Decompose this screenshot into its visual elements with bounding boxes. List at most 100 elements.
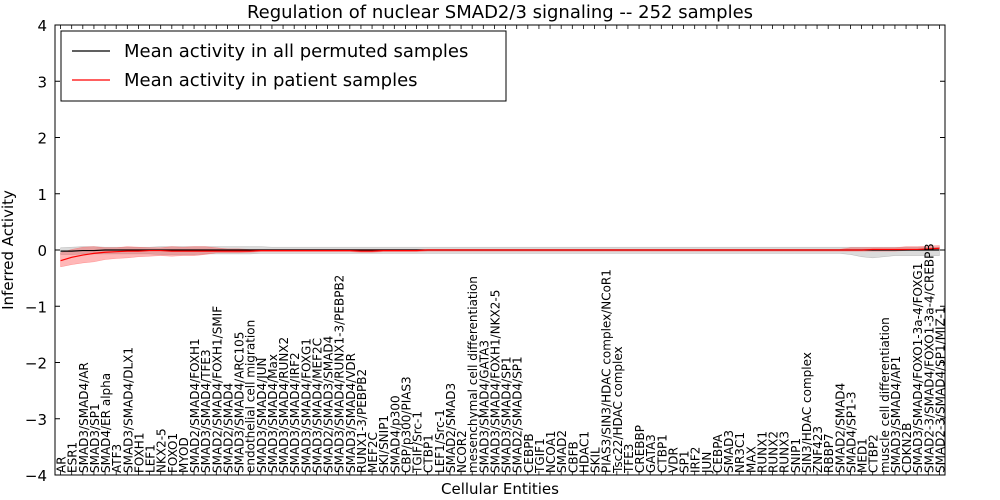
x-tick-label: SMAD3/SMAD4/JUN	[255, 357, 269, 473]
x-tick-label: SMAD2/SMAD4/SP1	[511, 356, 525, 473]
x-tick-label: TGIF1	[533, 438, 547, 474]
x-tick-label: SMAD3/SMAD4/RUNX2	[277, 337, 291, 473]
x-tick-label: VDR	[666, 447, 680, 473]
x-tick-label: Tsc22/HDAC complex	[611, 346, 625, 474]
legend-box	[60, 30, 507, 102]
x-tick-label: RUNX2	[767, 431, 781, 473]
x-tick-label: endothelial cell migration	[244, 320, 258, 473]
x-tick-label: SMAD3/SMAD4/DLX1	[121, 347, 135, 473]
x-tick-label: SMAD2/SMAD4	[221, 383, 235, 473]
x-tick-label: SMAD4/ER alpha	[99, 373, 113, 473]
x-tick-label: MYOD	[177, 437, 191, 473]
x-tick-label: SMAD3	[722, 430, 736, 473]
x-tick-label: RBBP7	[822, 433, 836, 473]
x-tick-label: NCOA1	[544, 431, 558, 473]
x-tick-label: CTBP1	[422, 434, 436, 473]
x-tick-label: SMAD4/p300	[388, 395, 402, 473]
y-ticks: −4 −3 −2 −1 0 1 2 3 4	[25, 17, 945, 485]
x-tick-label: SMAD3/SMAD4/ARC105	[233, 332, 247, 473]
x-tick-label: SMAD3/SMAD4/SP1	[500, 356, 514, 473]
x-tick-label: RUNX3	[778, 431, 792, 473]
x-tick-label: TGIF/Src-1	[411, 411, 425, 474]
x-tick-label: SMAD2/SMAD3	[444, 383, 458, 473]
x-tick-label: SMAD2-3/SMAD4/SP1/MIZ-1	[933, 306, 947, 473]
series-line-patient	[60, 247, 940, 262]
confidence-bands	[60, 245, 940, 268]
y-tick-label: −2	[25, 355, 47, 373]
x-tick-label: SP1	[678, 450, 692, 473]
x-tick-label: FOXH1	[132, 433, 146, 473]
x-tick-label: CDKN2B	[900, 423, 914, 473]
y-tick-label: −1	[25, 298, 47, 316]
x-tick-label: NCOR2	[455, 430, 469, 473]
plot-frame	[54, 24, 946, 476]
x-tick-label: SMAD3/SMAD4/IRF2	[288, 352, 302, 473]
x-tick-label: SMAD3/SP1	[88, 403, 102, 473]
y-axis-label: Inferred Activity	[0, 190, 17, 310]
x-tick-label: CTBP1	[655, 434, 669, 473]
legend-label-permuted: Mean activity in all permuted samples	[124, 41, 468, 62]
x-tick-label: MED1	[856, 438, 870, 473]
x-tick-label: SMAD3/SMAD4/AP1	[889, 356, 903, 473]
y-tick-label: 3	[37, 73, 47, 91]
x-tick-label: LEF1	[144, 444, 158, 473]
x-tick-label: JUN	[700, 452, 714, 474]
x-tick-label: ESR1	[66, 442, 80, 473]
x-tick-label: PIAS3/SIN3/HDAC complex/NCoR1	[600, 269, 614, 473]
x-tick-label: HDAC1	[577, 431, 591, 473]
x-tick-label: MAX	[744, 446, 758, 473]
x-tick-label: CBP/p300/PIAS3	[399, 376, 413, 473]
x-tick-label: ZNF423	[811, 426, 825, 473]
x-tick-label: SIN3/HDAC complex	[800, 352, 814, 473]
x-tick-label: SMAD3/SMAD4/FOXH1/NKX2-5	[488, 290, 502, 473]
x-tick-label: SMAD3/SMAD4/FOXG1	[299, 338, 313, 473]
x-tick-label: SKI/SNIP1	[377, 415, 391, 473]
y-tick-label: 4	[37, 17, 47, 35]
x-ticks	[60, 25, 940, 475]
legend-label-patient: Mean activity in patient samples	[124, 70, 418, 91]
x-tick-label: SMAD3/SMAD4/FOXO1-3a-4/FOXG1	[911, 263, 925, 473]
x-tick-label: CBFB	[566, 441, 580, 473]
x-tick-label: ATF3	[110, 444, 124, 473]
x-tick-label: CTBP2	[867, 434, 881, 473]
y-tick-label: −3	[25, 411, 47, 429]
x-tick-label: SMAD2	[555, 430, 569, 473]
x-tick-label: NR3C1	[733, 432, 747, 473]
x-tick-label: mesenchymal cell differentiation	[466, 276, 480, 473]
x-tick-label: RUNX1-3/PEBPB2	[355, 369, 369, 473]
x-tick-label: CREBBP	[633, 425, 647, 473]
legend: Mean activity in all permuted samples Me…	[60, 30, 507, 102]
x-tick-label: NKX2-5	[155, 428, 169, 473]
y-tick-label: 1	[37, 186, 47, 204]
chart-title: Regulation of nuclear SMAD2/3 signaling …	[247, 2, 753, 23]
y-tick-label: 0	[37, 242, 47, 260]
x-tick-label: CEBPA	[711, 433, 725, 473]
x-tick-label: SMAD4/SP1-3	[844, 391, 858, 473]
x-tick-label: SMAD3/SMAD4/Max	[266, 354, 280, 473]
x-tick-label: SMAD3/SMAD4/MEF2C	[310, 338, 324, 473]
x-tick-label: SMAD3/SMAD4/GATA3	[477, 340, 491, 473]
x-tick-label: FOXO1	[166, 433, 180, 473]
x-tick-label: LEF1/Src-1	[433, 409, 447, 473]
x-tick-label: SMAD3/SMAD4/RUNX1-3/PEBPB2	[333, 275, 347, 473]
x-tick-label: SMAD2-3/SMAD4/FOXO1-3a-4/CREBPB	[922, 243, 936, 473]
x-tick-label: AR	[55, 456, 69, 473]
x-tick-label: SMAD2/SMAD4/FOXH1/SMIF	[210, 306, 224, 473]
x-axis-label: Cellular Entities	[441, 480, 559, 498]
x-tick-label: SMAD3/SMAD4/VDR	[344, 353, 358, 473]
x-tick-label: SNIP1	[789, 438, 803, 473]
x-tick-label: MEF2C	[366, 432, 380, 473]
x-tick-label: IRF2	[689, 447, 703, 473]
series-lines	[60, 247, 940, 262]
x-tick-label: RUNX1	[755, 431, 769, 473]
x-tick-label: TFE3	[622, 444, 636, 474]
x-tick-label: SKIL	[589, 447, 603, 473]
x-tick-label: GATA3	[644, 434, 658, 473]
x-tick-label: SMAD2/SMAD4	[833, 383, 847, 473]
x-tick-label: muscle cell differentiation	[878, 317, 892, 473]
x-tick-label: SMAD3/SMAD4/AR	[77, 362, 91, 473]
y-tick-label: −4	[25, 467, 47, 485]
y-tick-label: 2	[37, 130, 47, 148]
